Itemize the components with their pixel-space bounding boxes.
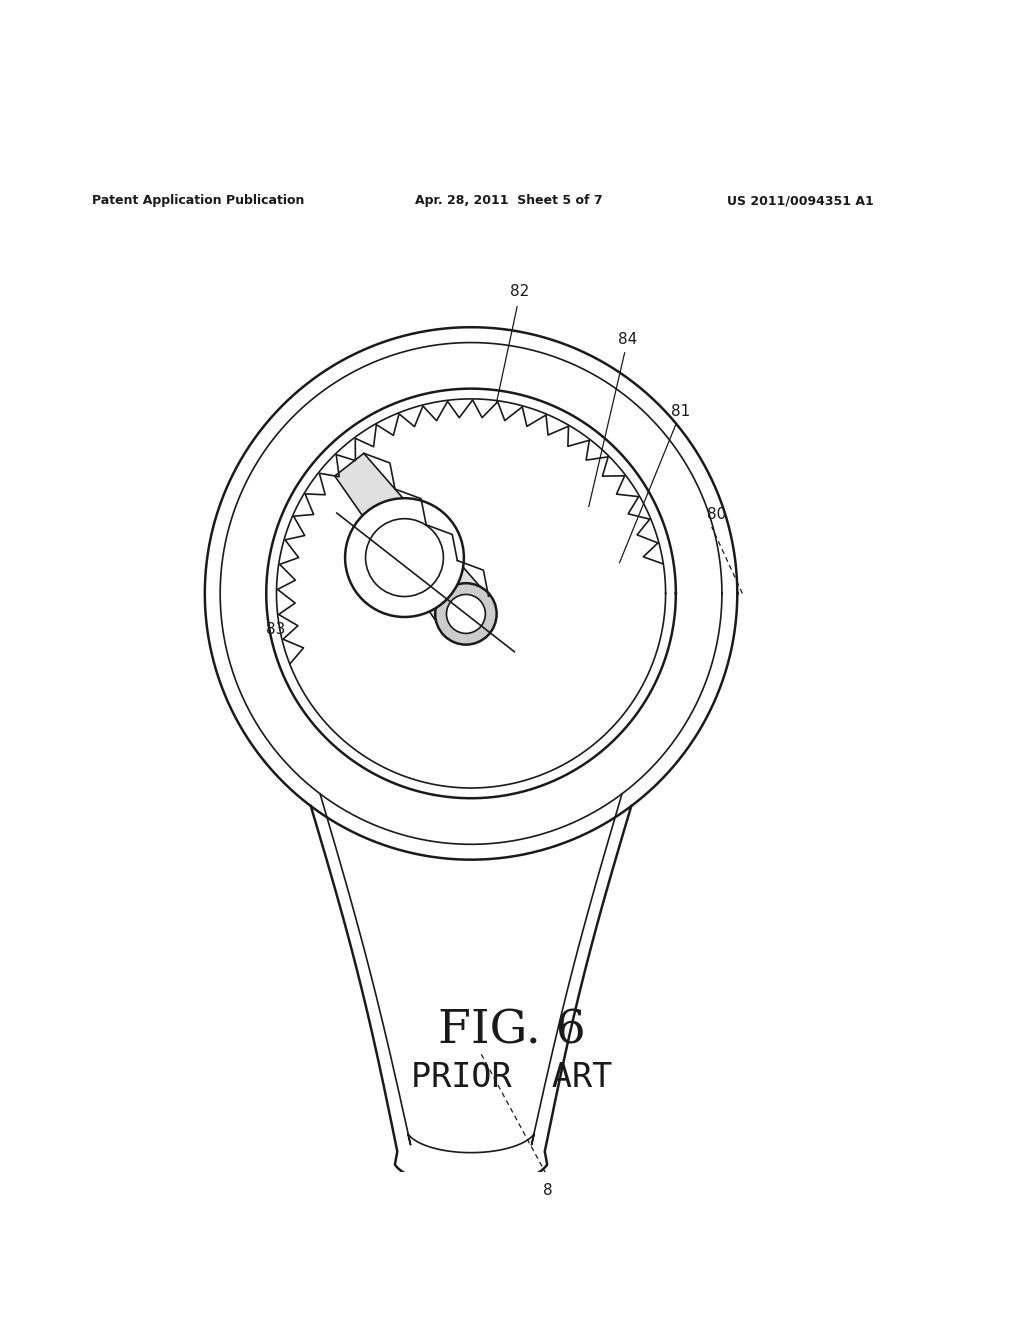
Text: 82: 82: [510, 284, 529, 298]
Text: 83: 83: [266, 622, 286, 636]
Text: FIG. 6: FIG. 6: [438, 1008, 586, 1053]
Text: PRIOR  ART: PRIOR ART: [412, 1061, 612, 1094]
Circle shape: [366, 519, 443, 597]
Text: 81: 81: [671, 404, 690, 418]
Circle shape: [345, 498, 464, 616]
Polygon shape: [335, 453, 488, 631]
Text: Patent Application Publication: Patent Application Publication: [92, 194, 304, 207]
Text: Apr. 28, 2011  Sheet 5 of 7: Apr. 28, 2011 Sheet 5 of 7: [415, 194, 602, 207]
Circle shape: [435, 583, 497, 644]
Text: US 2011/0094351 A1: US 2011/0094351 A1: [727, 194, 873, 207]
Text: 8: 8: [543, 1183, 552, 1199]
Text: 80: 80: [707, 507, 726, 523]
Circle shape: [446, 594, 485, 634]
Text: 84: 84: [618, 333, 638, 347]
